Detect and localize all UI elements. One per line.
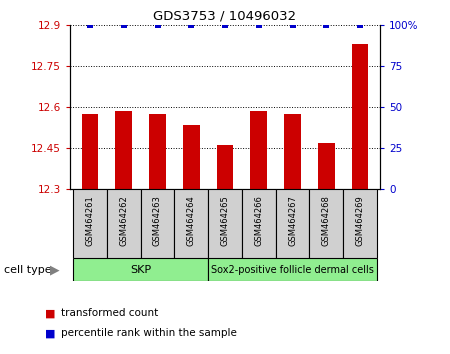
Text: cell type: cell type [4, 265, 52, 275]
Text: ■: ■ [45, 308, 55, 318]
Point [221, 22, 229, 28]
Point [255, 22, 262, 28]
Point [86, 22, 94, 28]
Text: GSM464267: GSM464267 [288, 195, 297, 246]
FancyBboxPatch shape [275, 189, 310, 258]
Point [289, 22, 296, 28]
Text: GSM464262: GSM464262 [119, 195, 128, 246]
Text: percentile rank within the sample: percentile rank within the sample [61, 329, 237, 338]
Point [154, 22, 161, 28]
Title: GDS3753 / 10496032: GDS3753 / 10496032 [153, 9, 297, 22]
Bar [208, 258, 377, 281]
FancyBboxPatch shape [175, 189, 208, 258]
Bar [81, 114, 99, 189]
Bar [149, 114, 166, 189]
Bar [284, 114, 301, 189]
Text: ▶: ▶ [50, 263, 59, 276]
Bar [115, 111, 132, 189]
Bar [250, 111, 267, 189]
Bar [318, 143, 335, 189]
Text: GSM464269: GSM464269 [356, 195, 364, 246]
FancyBboxPatch shape [343, 189, 377, 258]
Text: GSM464265: GSM464265 [220, 195, 230, 246]
FancyBboxPatch shape [73, 189, 107, 258]
Text: Sox2-positive follicle dermal cells: Sox2-positive follicle dermal cells [211, 265, 374, 275]
Point [188, 22, 195, 28]
Point [323, 22, 330, 28]
FancyBboxPatch shape [208, 189, 242, 258]
Text: GSM464268: GSM464268 [322, 195, 331, 246]
FancyBboxPatch shape [310, 189, 343, 258]
Text: GSM464264: GSM464264 [187, 195, 196, 246]
FancyBboxPatch shape [242, 189, 275, 258]
Bar [216, 145, 234, 189]
Bar [73, 258, 208, 281]
FancyBboxPatch shape [107, 189, 140, 258]
Text: GSM464266: GSM464266 [254, 195, 263, 246]
Text: transformed count: transformed count [61, 308, 158, 318]
Text: GSM464263: GSM464263 [153, 195, 162, 246]
Bar [351, 44, 369, 189]
Bar [183, 125, 200, 189]
Text: GSM464261: GSM464261 [86, 195, 94, 246]
Point [120, 22, 127, 28]
Point [356, 22, 364, 28]
Text: SKP: SKP [130, 265, 151, 275]
Text: ■: ■ [45, 329, 55, 338]
FancyBboxPatch shape [140, 189, 175, 258]
